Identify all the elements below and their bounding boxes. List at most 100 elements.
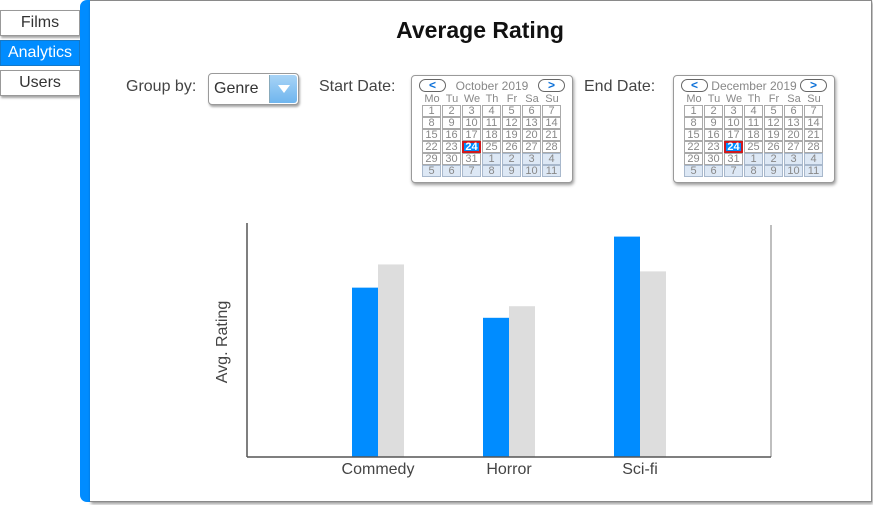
group-by-select[interactable]: Genre: [208, 73, 299, 105]
page-title: Average Rating: [396, 17, 564, 43]
calendar-day[interactable]: 15: [684, 129, 703, 141]
calendar-day[interactable]: 3: [724, 105, 743, 117]
calendar-day[interactable]: 7: [542, 105, 561, 117]
calendar-day[interactable]: 26: [502, 141, 521, 153]
calendar-day[interactable]: 21: [542, 129, 561, 141]
calendar-day[interactable]: 29: [422, 153, 441, 165]
calendar-day[interactable]: 22: [422, 141, 441, 153]
calendar-day[interactable]: 6: [522, 105, 541, 117]
calendar-day[interactable]: 10: [784, 165, 803, 177]
calendar-day[interactable]: 27: [784, 141, 803, 153]
calendar-day[interactable]: 22: [684, 141, 703, 153]
calendar-day[interactable]: 10: [522, 165, 541, 177]
bar-horror-series-1: [483, 317, 509, 457]
calendar-day[interactable]: 10: [724, 117, 743, 129]
calendar-day[interactable]: 14: [542, 117, 561, 129]
calendar-day[interactable]: 11: [542, 165, 561, 177]
calendar-day[interactable]: 5: [684, 165, 703, 177]
calendar-day[interactable]: 12: [502, 117, 521, 129]
calendar-day[interactable]: 19: [764, 129, 783, 141]
calendar-day[interactable]: 18: [482, 129, 501, 141]
calendar-day[interactable]: 30: [704, 153, 723, 165]
prev-month-button[interactable]: <: [681, 79, 708, 92]
calendar-day[interactable]: 29: [684, 153, 703, 165]
calendar-day[interactable]: 11: [744, 117, 763, 129]
calendar-day[interactable]: 21: [804, 129, 823, 141]
calendar-day[interactable]: 9: [442, 117, 461, 129]
calendar-day[interactable]: 6: [784, 105, 803, 117]
calendar-month: December 2019: [711, 79, 797, 93]
next-month-button[interactable]: >: [800, 79, 827, 92]
tab-analytics[interactable]: Analytics: [0, 40, 80, 66]
calendar-day[interactable]: 4: [744, 105, 763, 117]
tab-users[interactable]: Users: [0, 70, 80, 96]
calendar-day[interactable]: 1: [684, 105, 703, 117]
calendar-day[interactable]: 3: [784, 153, 803, 165]
calendar-day[interactable]: 28: [542, 141, 561, 153]
calendar-day[interactable]: 2: [704, 105, 723, 117]
calendar-day[interactable]: 6: [704, 165, 723, 177]
bar-sci-fi-series-1: [614, 236, 640, 457]
calendar-day[interactable]: 11: [482, 117, 501, 129]
calendar-day[interactable]: 1: [744, 153, 763, 165]
calendar-day[interactable]: 2: [764, 153, 783, 165]
calendar-day[interactable]: 5: [502, 105, 521, 117]
calendar-day[interactable]: 5: [764, 105, 783, 117]
calendar-day[interactable]: 25: [482, 141, 501, 153]
calendar-day[interactable]: 9: [502, 165, 521, 177]
calendar-day[interactable]: 26: [764, 141, 783, 153]
calendar-day[interactable]: 3: [462, 105, 481, 117]
calendar-day[interactable]: 16: [442, 129, 461, 141]
tab-films[interactable]: Films: [0, 10, 80, 36]
calendar-day[interactable]: 8: [482, 165, 501, 177]
calendar-day[interactable]: 6: [442, 165, 461, 177]
calendar-day[interactable]: 13: [522, 117, 541, 129]
calendar-day[interactable]: 20: [522, 129, 541, 141]
calendar-day[interactable]: 8: [684, 117, 703, 129]
calendar-day[interactable]: 4: [542, 153, 561, 165]
calendar-day[interactable]: 7: [724, 165, 743, 177]
prev-month-button[interactable]: <: [419, 79, 446, 92]
calendar-day[interactable]: 13: [784, 117, 803, 129]
calendar-day[interactable]: 17: [724, 129, 743, 141]
selected-day[interactable]: 24: [724, 141, 743, 153]
start-date-label: Start Date:: [319, 78, 396, 95]
calendar-day[interactable]: 18: [744, 129, 763, 141]
calendar-day[interactable]: 25: [744, 141, 763, 153]
calendar-day[interactable]: 14: [804, 117, 823, 129]
selected-day[interactable]: 24: [462, 141, 481, 153]
calendar-day[interactable]: 27: [522, 141, 541, 153]
calendar-day[interactable]: 31: [724, 153, 743, 165]
dropdown-arrow-button[interactable]: [269, 75, 297, 103]
calendar-day[interactable]: 20: [784, 129, 803, 141]
calendar-day[interactable]: 8: [744, 165, 763, 177]
calendar-day[interactable]: 31: [462, 153, 481, 165]
calendar-day[interactable]: 30: [442, 153, 461, 165]
calendar-day[interactable]: 11: [804, 165, 823, 177]
calendar-day[interactable]: 23: [704, 141, 723, 153]
calendar-month: October 2019: [455, 79, 529, 93]
calendar-day[interactable]: 3: [522, 153, 541, 165]
calendar-day[interactable]: 7: [804, 105, 823, 117]
calendar-day[interactable]: 19: [502, 129, 521, 141]
calendar-day[interactable]: 28: [804, 141, 823, 153]
calendar-day[interactable]: 9: [704, 117, 723, 129]
calendar-day[interactable]: 23: [442, 141, 461, 153]
end-date-label: End Date:: [584, 78, 656, 95]
calendar-day[interactable]: 8: [422, 117, 441, 129]
calendar-day[interactable]: 17: [462, 129, 481, 141]
calendar-day[interactable]: 1: [482, 153, 501, 165]
calendar-day[interactable]: 9: [764, 165, 783, 177]
calendar-day[interactable]: 2: [502, 153, 521, 165]
calendar-day[interactable]: 16: [704, 129, 723, 141]
calendar-day[interactable]: 4: [482, 105, 501, 117]
calendar-day[interactable]: 12: [764, 117, 783, 129]
calendar-day[interactable]: 5: [422, 165, 441, 177]
next-month-button[interactable]: >: [538, 79, 565, 92]
calendar-day[interactable]: 1: [422, 105, 441, 117]
calendar-day[interactable]: 7: [462, 165, 481, 177]
calendar-day[interactable]: 10: [462, 117, 481, 129]
calendar-day[interactable]: 15: [422, 129, 441, 141]
calendar-day[interactable]: 4: [804, 153, 823, 165]
calendar-day[interactable]: 2: [442, 105, 461, 117]
